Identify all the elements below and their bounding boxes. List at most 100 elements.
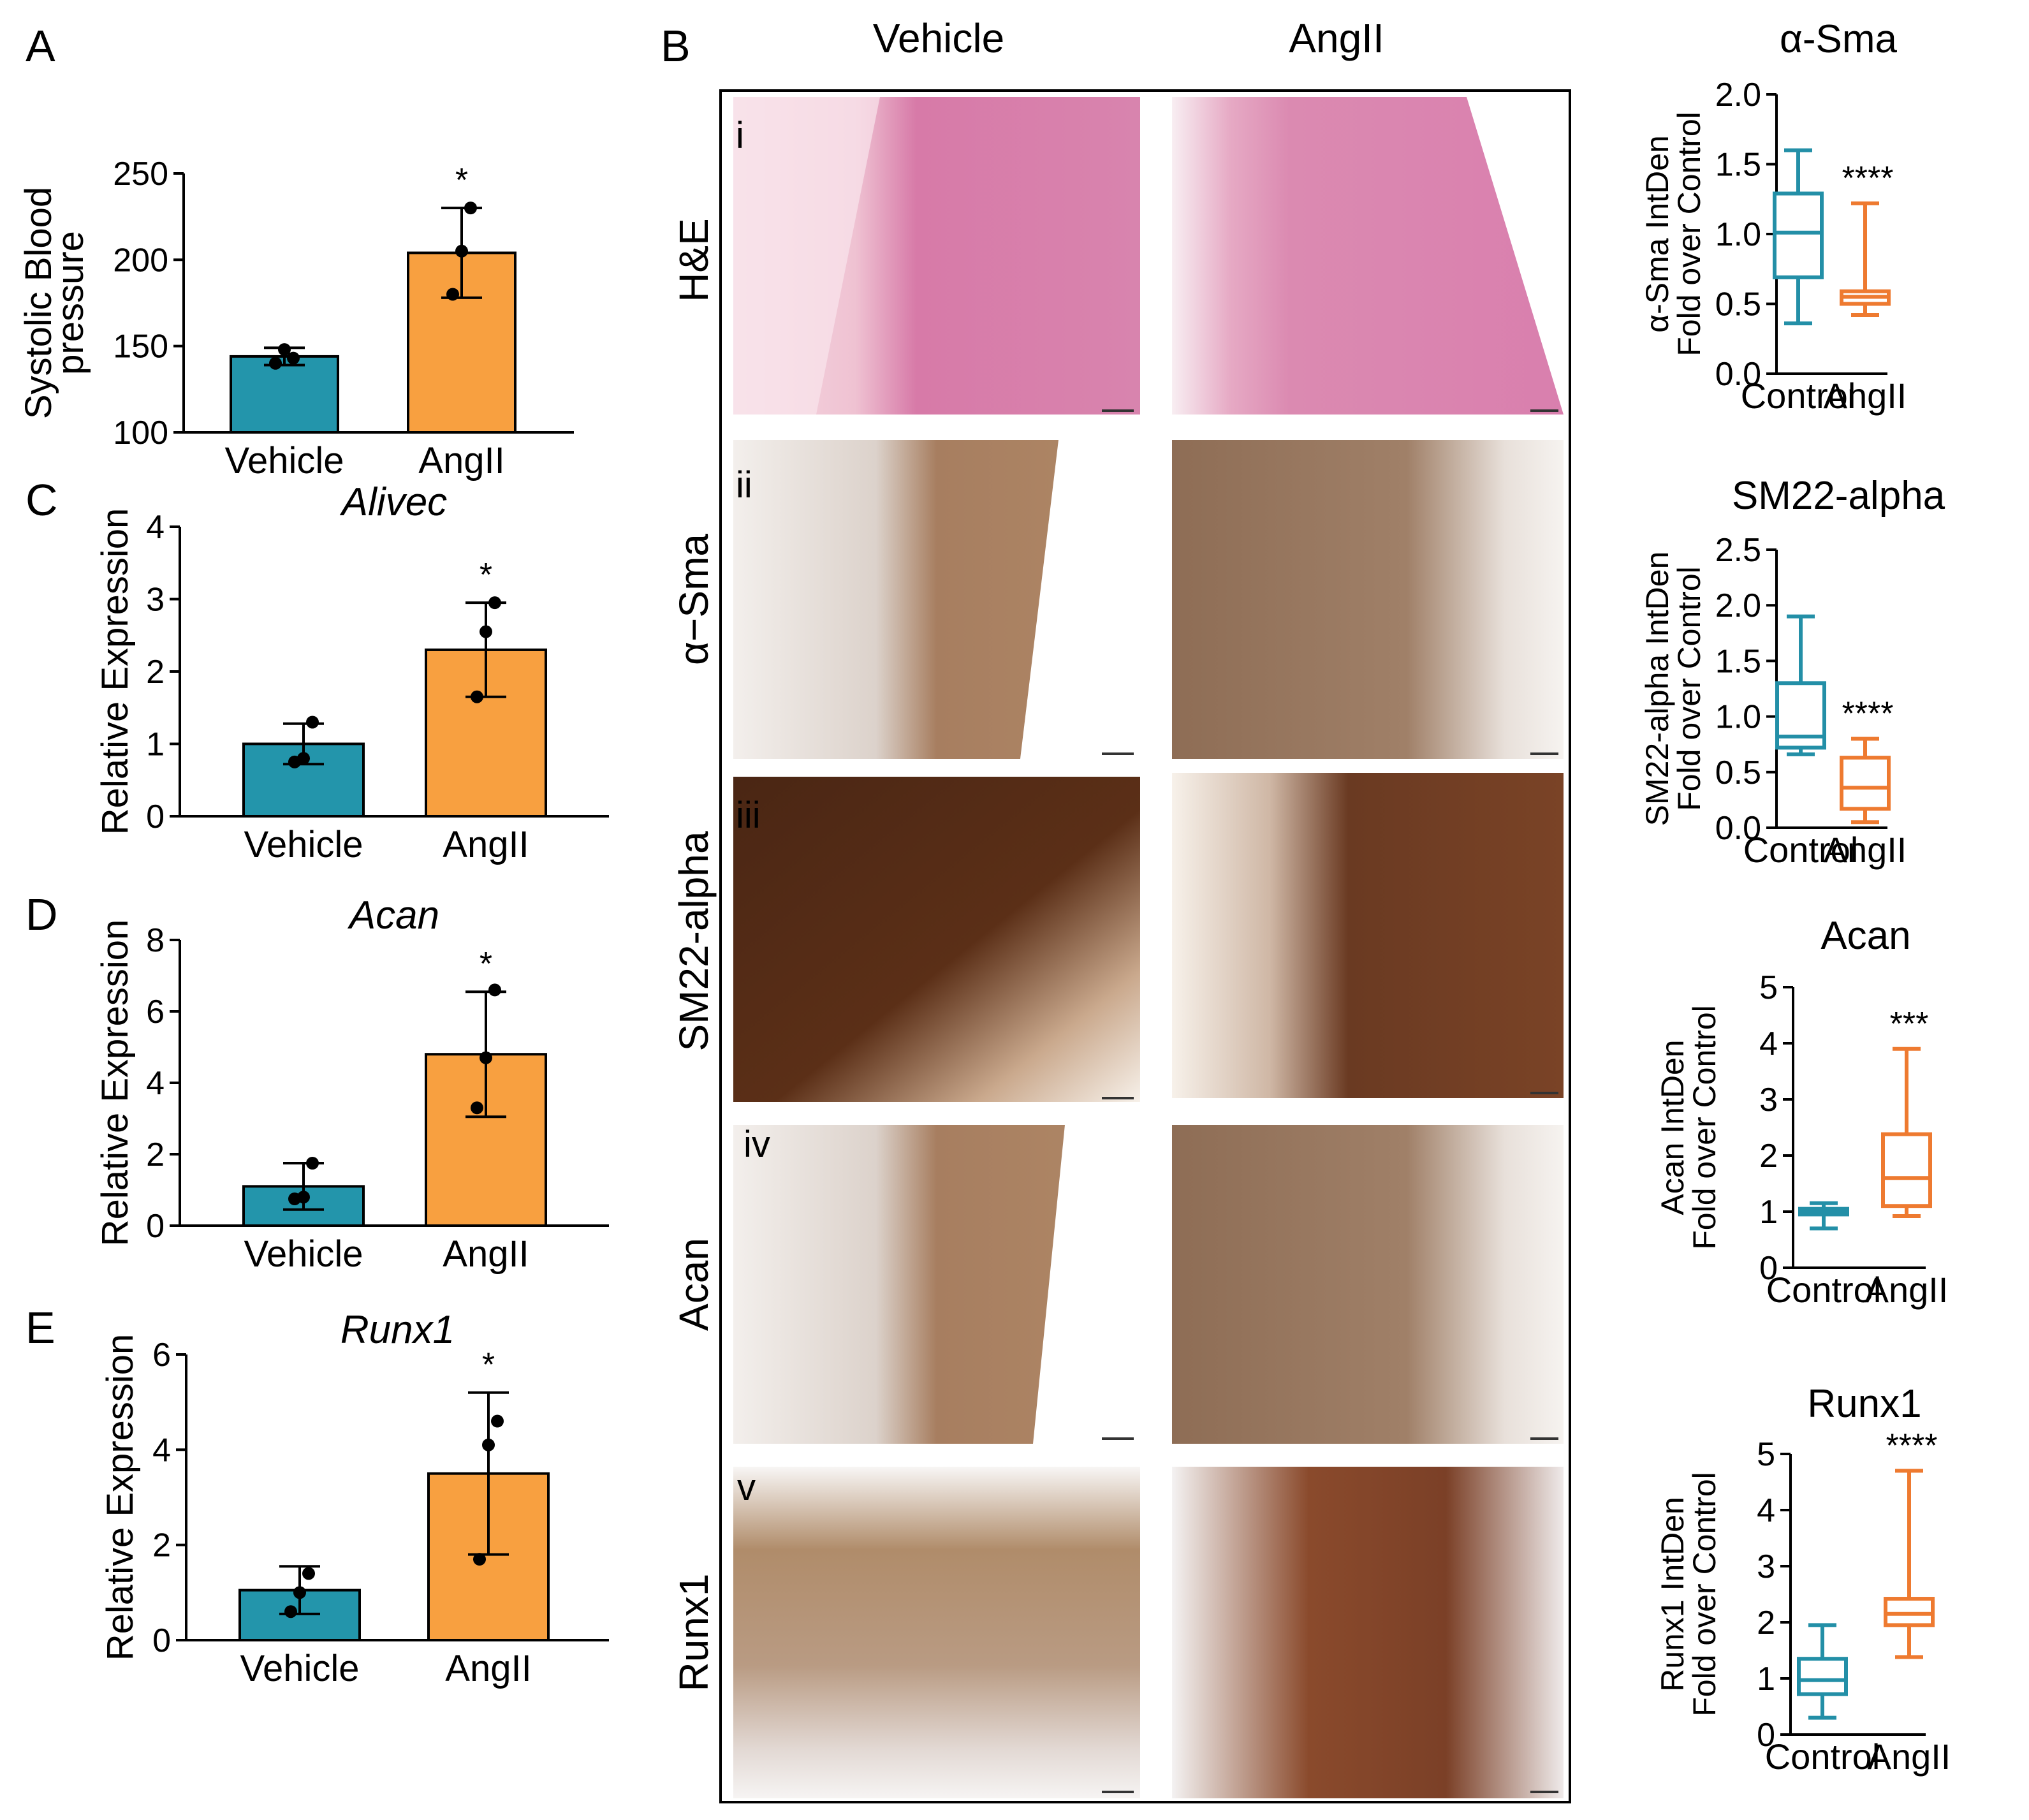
data-point xyxy=(302,1567,315,1580)
y-tick-label: 0.5 xyxy=(1715,286,1761,323)
data-point xyxy=(473,1553,486,1566)
data-point xyxy=(491,1414,504,1428)
y-axis-label: Relative Expression xyxy=(94,920,136,1247)
panel-letter-c: C xyxy=(26,475,58,525)
box-control xyxy=(1773,191,1824,279)
y-axis-label: pressure xyxy=(50,231,91,375)
y-tick-label: 0 xyxy=(1759,1250,1778,1287)
box-angii xyxy=(1884,1597,1935,1627)
y-axis-label: Runx1 IntDen xyxy=(1655,1497,1690,1692)
box-control xyxy=(1797,1657,1848,1696)
y-tick-label: 2 xyxy=(1757,1604,1775,1641)
box-angii xyxy=(1881,1132,1932,1208)
row-numeral-i: i xyxy=(736,115,744,156)
histology-row-sm22: iii SM22-alpha xyxy=(671,773,1564,1102)
significance-marker: *** xyxy=(1890,1006,1929,1043)
x-tick-label: Vehicle xyxy=(244,1233,363,1275)
panel-letter-b: B xyxy=(661,21,691,71)
row-label-he: H&E xyxy=(671,218,717,302)
data-point xyxy=(455,244,468,258)
chart-title: Runx1 xyxy=(341,1308,455,1352)
y-axis-label: Fold over Control xyxy=(1687,1005,1722,1250)
x-tick-label: AngII xyxy=(445,1648,531,1689)
row-label-acan: Acan xyxy=(671,1238,717,1331)
row-numeral-ii: ii xyxy=(736,464,752,506)
scale-bar xyxy=(1530,1437,1558,1440)
histology-image-runx1-vehicle xyxy=(733,1467,1140,1798)
row-numeral-v: v xyxy=(737,1467,756,1508)
panel-letter-e: E xyxy=(26,1303,55,1353)
scale-bar xyxy=(1102,1791,1134,1793)
tissue-band xyxy=(1467,97,1564,415)
data-point xyxy=(488,596,501,610)
row-numeral-iv: iv xyxy=(743,1124,770,1165)
data-point xyxy=(480,625,492,638)
histology-image-sm22-vehicle xyxy=(733,777,1140,1102)
significance-marker: * xyxy=(480,946,492,983)
data-point xyxy=(464,202,477,215)
tissue-band xyxy=(1033,1125,1140,1444)
histology-row-asma: ii α−Sma xyxy=(671,440,1564,759)
y-tick-label: 8 xyxy=(146,922,165,959)
data-point xyxy=(297,1191,310,1204)
chart-title: α-Sma xyxy=(1780,17,1897,61)
y-tick-label: 4 xyxy=(1759,1025,1778,1062)
x-tick-label: Vehicle xyxy=(240,1648,359,1689)
y-tick-label: 0 xyxy=(146,1208,165,1245)
scale-bar xyxy=(1102,409,1134,412)
chart-e: 0 2 4 6 Runx1 Relative Expression Vehicle AngII… xyxy=(99,1308,609,1689)
y-tick-label: 0.0 xyxy=(1715,356,1761,393)
y-tick-label: 0.5 xyxy=(1715,754,1761,791)
y-tick-label: 6 xyxy=(146,994,165,1031)
significance-marker: * xyxy=(480,557,492,594)
data-point xyxy=(269,356,282,370)
y-tick-label: 2.0 xyxy=(1715,587,1761,624)
y-tick-label: 0 xyxy=(1757,1717,1775,1754)
chart-title: Runx1 xyxy=(1807,1382,1921,1426)
y-axis-label: Fold over Control xyxy=(1671,112,1707,356)
x-tick-label: AngII xyxy=(418,440,504,481)
panel-letter-a: A xyxy=(26,21,55,71)
chart-title: Alivec xyxy=(339,480,447,524)
y-tick-label: 4 xyxy=(1757,1492,1775,1529)
y-tick-label: 3 xyxy=(1759,1082,1778,1119)
y-axis-label: Acan IntDen xyxy=(1655,1039,1690,1215)
y-tick-label: 4 xyxy=(152,1432,171,1469)
y-tick-label: 2 xyxy=(1759,1138,1778,1175)
data-point xyxy=(488,983,501,997)
y-tick-label: 1 xyxy=(1759,1194,1778,1231)
data-point xyxy=(482,1438,495,1451)
y-tick-label: 2.0 xyxy=(1715,77,1761,114)
y-tick-label: 2 xyxy=(146,1136,165,1173)
y-tick-label: 3 xyxy=(1757,1548,1775,1585)
y-axis-label: α-Sma IntDen xyxy=(1639,135,1675,333)
scale-bar xyxy=(1102,1097,1134,1099)
scale-bar xyxy=(1530,1092,1558,1094)
y-axis-label: Fold over Control xyxy=(1687,1472,1722,1717)
tissue-band xyxy=(1020,440,1140,759)
chart-title: Acan xyxy=(347,893,439,937)
data-point xyxy=(306,716,319,729)
histology-image-acan-angii xyxy=(1172,1125,1564,1444)
significance-marker: **** xyxy=(1886,1427,1938,1464)
y-axis-label: Fold over Control xyxy=(1671,566,1707,811)
y-axis-label: SM22-alpha IntDen xyxy=(1639,552,1675,826)
y-axis-label: Relative Expression xyxy=(94,508,136,835)
histology-panel: Vehicle AngII i H&E ii α−Sma iii xyxy=(671,15,1571,1803)
y-tick-label: 2.5 xyxy=(1715,532,1761,569)
y-tick-label: 1 xyxy=(1757,1661,1775,1698)
x-tick-label: AngII xyxy=(1868,1736,1951,1777)
y-tick-label: 3 xyxy=(146,582,165,619)
data-point xyxy=(297,752,310,765)
chart-title: Acan xyxy=(1820,914,1910,958)
histology-row-acan: iv Acan xyxy=(671,1124,1564,1444)
data-point xyxy=(293,1586,306,1599)
row-label-sm22: SM22-alpha xyxy=(671,831,717,1052)
significance-marker: **** xyxy=(1842,695,1894,732)
x-tick-label: AngII xyxy=(1824,830,1907,870)
data-point xyxy=(287,351,300,365)
scale-bar xyxy=(1102,1437,1134,1440)
